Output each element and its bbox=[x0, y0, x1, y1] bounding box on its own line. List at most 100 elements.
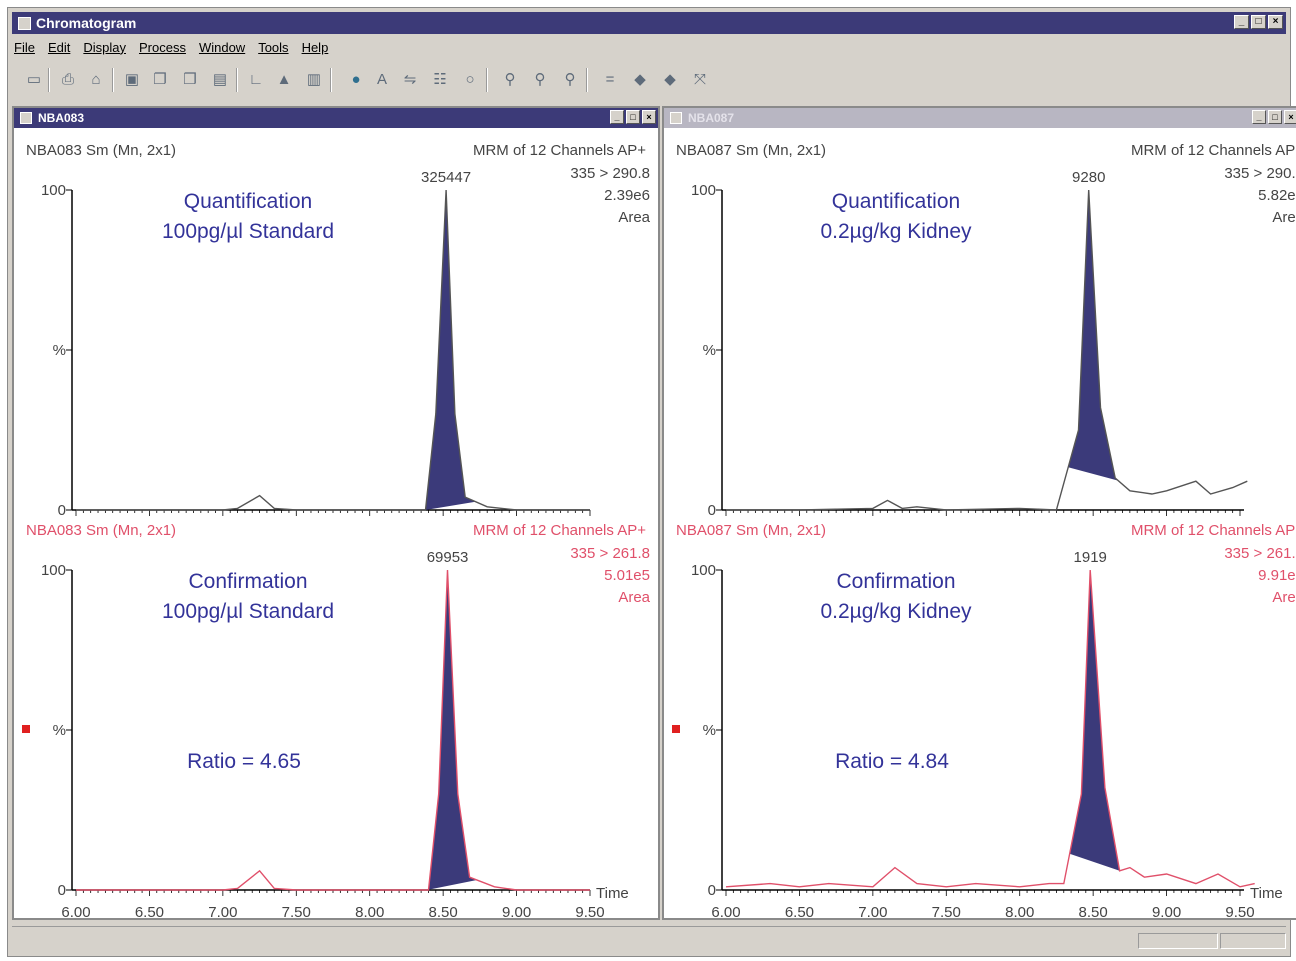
trace-header-right: MRM of 12 Channels AP+ bbox=[473, 522, 646, 539]
link-icon[interactable]: ⇋ bbox=[403, 71, 417, 88]
trace-info-line: 9.91e3 bbox=[1258, 567, 1296, 584]
chromatogram-trace bbox=[76, 189, 590, 511]
x-tick-label: 6.00 bbox=[61, 904, 90, 920]
panel-minimize-button[interactable]: _ bbox=[1252, 110, 1266, 124]
integrated-peak-area bbox=[1069, 579, 1120, 871]
panel-minimize-button[interactable]: _ bbox=[610, 110, 624, 124]
peak-label: 1919 bbox=[1074, 549, 1107, 566]
panel-icon bbox=[20, 112, 32, 124]
trace-header-left: NBA083 Sm (Mn, 2x1) bbox=[26, 142, 176, 159]
chromatogram-plot-nba083: NBA083 Sm (Mn, 2x1) MRM of 12 Channels AP… bbox=[22, 142, 651, 920]
y-tick-label: 0 bbox=[58, 502, 66, 519]
minimize-button[interactable]: _ bbox=[1234, 15, 1249, 29]
chromatogram-panel-nba083[interactable]: NBA083 _ □ × NBA083 Sm (Mn, 2x1) MRM of 1… bbox=[12, 106, 660, 920]
x-tick-label: 9.00 bbox=[502, 904, 531, 920]
chromatogram-panel-nba087[interactable]: NBA087 _ □ × NBA087 Sm (Mn, 2x1) MRM of 1… bbox=[662, 106, 1296, 920]
chromatogram-window: Chromatogram _ □ × File Edit Display Pro… bbox=[7, 7, 1296, 957]
annotation-text: Confirmation bbox=[188, 570, 307, 593]
equals-icon[interactable]: = bbox=[605, 71, 615, 88]
y-tick-label: 0 bbox=[708, 502, 716, 519]
menu-bar: File Edit Display Process Window Tools H… bbox=[14, 37, 328, 57]
peak-label: 69953 bbox=[427, 549, 469, 566]
menu-process[interactable]: Process bbox=[138, 39, 186, 55]
trace-info-line: Area bbox=[618, 589, 650, 606]
integrated-peak-area bbox=[425, 202, 476, 511]
app-icon bbox=[18, 16, 31, 30]
integrate-icon[interactable]: ▥ bbox=[306, 71, 322, 88]
y-tick-label: % bbox=[703, 722, 716, 739]
panel-title-bar[interactable]: NBA083 _ □ × bbox=[14, 108, 658, 128]
x-tick-label: 7.50 bbox=[932, 904, 961, 920]
duplicate-icon[interactable]: ▤ bbox=[212, 71, 228, 88]
panel-maximize-button[interactable]: □ bbox=[626, 110, 640, 124]
panel-icon bbox=[670, 112, 682, 124]
x-tick-label: 6.00 bbox=[711, 904, 740, 920]
text-icon[interactable]: A bbox=[376, 71, 387, 88]
y-tick-label: 100 bbox=[41, 182, 66, 199]
panel-title: NBA083 bbox=[38, 111, 85, 125]
x-tick-label: 9.50 bbox=[1225, 904, 1254, 920]
panel-title-bar[interactable]: NBA087 _ □ × bbox=[664, 108, 1296, 128]
trace-header-left: NBA087 Sm (Mn, 2x1) bbox=[676, 142, 826, 159]
menu-file[interactable]: File bbox=[14, 39, 35, 55]
trace-info-line: 5.82e4 bbox=[1258, 187, 1296, 204]
axis-icon[interactable]: ∟ bbox=[248, 71, 264, 88]
annotation-text: 0.2µg/kg Kidney bbox=[820, 220, 972, 243]
open-icon[interactable]: ▭ bbox=[26, 71, 42, 88]
menu-edit[interactable]: Edit bbox=[47, 39, 71, 55]
left-arrow-icon[interactable]: ◆ bbox=[634, 71, 646, 88]
chromatogram-trace bbox=[76, 569, 590, 891]
confirmation-plot: NBA087 Sm (Mn, 2x1) MRM of 12 Channels AP… bbox=[672, 522, 1296, 920]
status-panel bbox=[1220, 933, 1286, 949]
x-tick-label: 7.00 bbox=[858, 904, 887, 920]
panel-close-button[interactable]: × bbox=[642, 110, 656, 124]
annotation-text: Quantification bbox=[184, 190, 312, 213]
zoom-out-icon[interactable]: ⚲ bbox=[534, 71, 546, 88]
zoom-back-icon[interactable]: ⚲ bbox=[564, 71, 576, 88]
confirmation-plot: NBA083 Sm (Mn, 2x1) MRM of 12 Channels AP… bbox=[22, 522, 651, 920]
y-tick-label: 100 bbox=[691, 182, 716, 199]
trace-header-left: NBA087 Sm (Mn, 2x1) bbox=[676, 522, 826, 539]
x-tick-label: 9.00 bbox=[1152, 904, 1181, 920]
trace-info-line: 335 > 290.8 bbox=[1224, 165, 1296, 182]
trace-info-line: Area bbox=[618, 209, 650, 226]
copy-icon[interactable]: ▣ bbox=[124, 71, 140, 88]
title-bar[interactable]: Chromatogram _ □ × bbox=[12, 12, 1286, 34]
print-icon[interactable]: ⎙ bbox=[61, 71, 74, 88]
ratio-text: Ratio = 4.84 bbox=[835, 750, 949, 773]
paste-icon[interactable]: ❒ bbox=[183, 71, 197, 88]
refresh-icon[interactable]: ○ bbox=[465, 71, 475, 88]
y-tick-label: % bbox=[53, 722, 66, 739]
status-panel bbox=[1138, 933, 1218, 949]
maximize-button[interactable]: □ bbox=[1251, 15, 1266, 29]
close-button[interactable]: × bbox=[1268, 15, 1283, 29]
x-tick-label: 6.50 bbox=[785, 904, 814, 920]
annotation-text: 0.2µg/kg Kidney bbox=[820, 600, 972, 623]
trace-info-line: 335 > 261.8 bbox=[570, 545, 650, 562]
menu-tools[interactable]: Tools bbox=[258, 39, 289, 55]
panel-maximize-button[interactable]: □ bbox=[1268, 110, 1282, 124]
chromatogram-plot-nba087: NBA087 Sm (Mn, 2x1) MRM of 12 Channels AP… bbox=[672, 142, 1296, 920]
print-preview-icon[interactable]: ⌂ bbox=[91, 71, 101, 88]
x-tick-label: 8.00 bbox=[355, 904, 384, 920]
y-tick-label: % bbox=[53, 342, 66, 359]
trace-header-right: MRM of 12 Channels AP+ bbox=[473, 142, 646, 159]
integrated-peak-area bbox=[427, 584, 477, 890]
trace-marker bbox=[672, 725, 680, 733]
color-icon[interactable]: ● bbox=[351, 71, 361, 88]
menu-help[interactable]: Help bbox=[301, 39, 329, 55]
peak-label: 9280 bbox=[1072, 169, 1105, 186]
fit-icon[interactable]: ⤧ bbox=[693, 71, 706, 88]
zoom-icon[interactable]: ⚲ bbox=[504, 71, 516, 88]
copy-special-icon[interactable]: ❐ bbox=[153, 71, 167, 88]
right-arrow-icon[interactable]: ◆ bbox=[664, 71, 676, 88]
peak-icon[interactable]: ▲ bbox=[276, 71, 292, 88]
panel-close-button[interactable]: × bbox=[1284, 110, 1296, 124]
trace-info-line: 335 > 290.8 bbox=[570, 165, 650, 182]
quantification-plot: NBA083 Sm (Mn, 2x1) MRM of 12 Channels AP… bbox=[26, 142, 651, 519]
x-tick-label: 8.50 bbox=[429, 904, 458, 920]
menu-display[interactable]: Display bbox=[83, 39, 126, 55]
menu-window[interactable]: Window bbox=[198, 39, 246, 55]
list-icon[interactable]: ☷ bbox=[433, 71, 447, 88]
window-title: Chromatogram bbox=[36, 15, 137, 31]
